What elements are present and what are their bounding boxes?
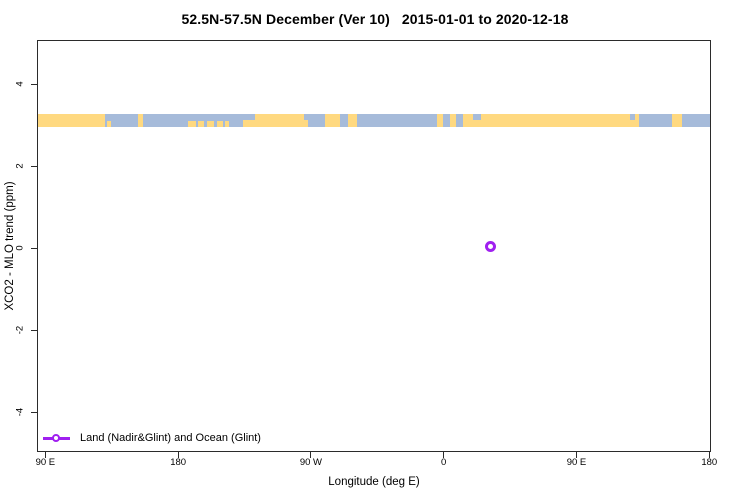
x-tick [708,452,710,458]
legend-label: Land (Nadir&Glint) and Ocean (Glint) [80,432,261,444]
x-tick-label: 90 E [566,457,587,468]
plot-area: Land (Nadir&Glint) and Ocean (Glint) [37,40,711,452]
x-axis-label: Longitude (deg E) [328,476,420,488]
x-tick [575,452,577,458]
band-land-segment [325,113,341,127]
x-tick [310,452,312,458]
land-ocean-band [38,113,710,127]
y-tick-label: -4 [14,407,26,417]
y-tick [31,165,37,167]
legend-circle-icon [52,433,60,442]
y-tick [31,329,37,331]
band-island-segment [198,120,204,127]
band-land-segment [462,113,639,127]
data-point-marker [485,240,497,252]
y-tick [31,247,37,249]
band-land-segment [671,113,682,127]
x-tick-label: 90 W [299,457,323,468]
band-inland-water-segment [304,113,309,121]
legend: Land (Nadir&Glint) and Ocean (Glint) [43,432,261,444]
band-island-segment [224,120,230,127]
band-inland-water-segment [242,113,256,121]
y-tick [31,411,37,413]
x-tick [177,452,179,458]
y-tick-label: -2 [14,325,26,335]
band-land-segment [449,113,456,127]
band-land-segment [242,113,309,127]
x-tick [443,452,445,458]
band-island-segment [106,120,112,127]
y-tick-label: 4 [14,81,26,87]
x-tick-label: 90 E [35,457,56,468]
y-tick [31,83,37,85]
band-island-segment [206,120,214,127]
band-inland-water-segment [472,113,481,121]
chart-title: 52.5N-57.5N December (Ver 10) 2015-01-01… [181,11,569,27]
band-land-segment [348,113,358,127]
x-tick [44,452,46,458]
band-land-segment [38,113,106,127]
band-land-segment [436,113,443,127]
legend-open-circle-icon [43,433,70,443]
x-tick-label: 0 [441,457,447,468]
band-island-segment [188,120,196,127]
band-inland-water-segment [629,113,636,121]
band-land-segment [138,113,144,127]
x-tick-label: 180 [701,457,718,468]
y-tick-label: 2 [14,163,26,169]
x-tick-label: 180 [170,457,187,468]
band-island-segment [216,120,224,127]
y-tick-label: 0 [14,245,26,251]
